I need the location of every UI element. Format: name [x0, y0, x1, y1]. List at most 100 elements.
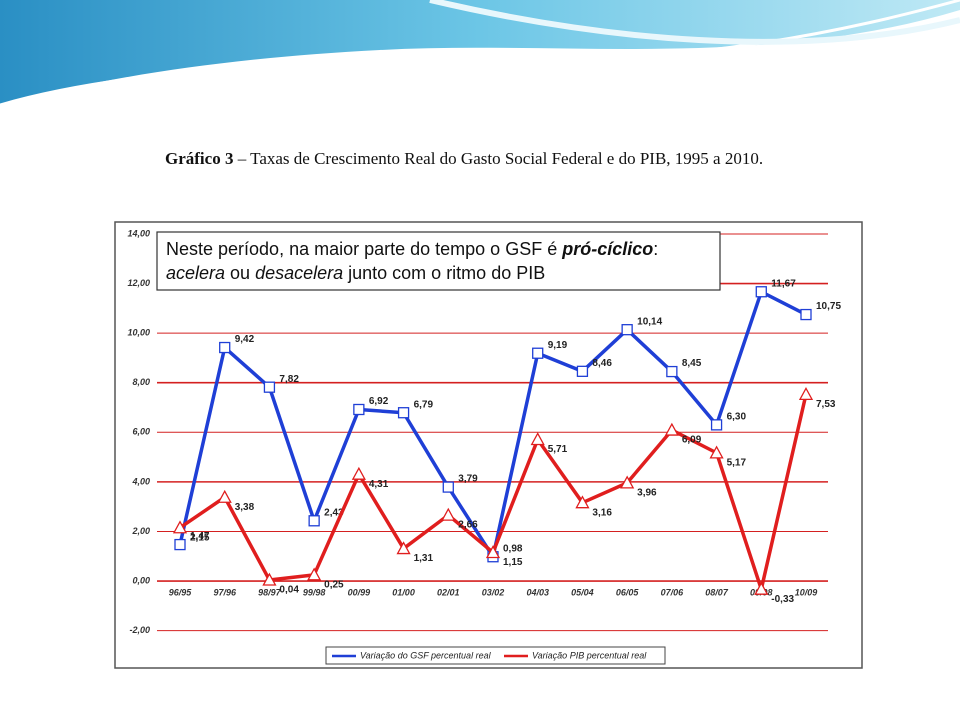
annotation-box [156, 231, 721, 291]
value-label: 2,66 [458, 520, 478, 531]
x-tick-label: 97/96 [213, 587, 237, 597]
value-label: 1,31 [414, 553, 434, 564]
wave-line [429, 0, 960, 45]
marker [307, 567, 322, 581]
value-label: 6,09 [682, 435, 702, 446]
header-wave [0, 0, 960, 105]
marker [664, 422, 679, 436]
marker [576, 365, 589, 377]
value-label: 4,31 [369, 479, 389, 490]
marker [219, 341, 231, 354]
x-tick-label: 98/97 [258, 587, 282, 597]
y-tick-label: -2,00 [129, 625, 150, 635]
title-text: – Taxas de Crescimento Real do Gasto Soc… [237, 149, 764, 168]
marker [174, 538, 186, 551]
x-tick-label: 00/99 [348, 587, 371, 597]
value-label: 3,38 [235, 502, 255, 513]
value-label: 11,67 [771, 278, 796, 289]
y-tick-label: 4,00 [131, 476, 150, 486]
value-label: 3,79 [458, 474, 478, 485]
x-tick-label: 07/06 [661, 587, 685, 597]
marker [755, 286, 767, 298]
value-label: -0,33 [771, 594, 794, 605]
value-label: 9,42 [235, 334, 255, 345]
value-label: 7,82 [279, 374, 299, 385]
annotation-segment: Neste período, na maior parte do tempo o… [166, 239, 562, 259]
marker [353, 403, 365, 416]
value-label: 3,16 [592, 507, 612, 518]
value-label: 10,14 [637, 316, 662, 327]
annotation-segment: junto com o ritmo do PIB [343, 263, 545, 283]
annotation-text: Neste período, na maior parte do tempo o… [166, 239, 658, 259]
marker [217, 489, 232, 503]
wave-line [0, 0, 960, 107]
value-label: 0,04 [279, 585, 299, 596]
annotation-segment: pró-cíclico [561, 239, 653, 259]
marker [397, 407, 410, 419]
annotation-segment: : [653, 239, 658, 259]
annotation-segment: ou [225, 263, 255, 283]
value-label: 8,46 [592, 358, 612, 369]
value-label: 1,15 [503, 557, 523, 568]
x-tick-label: 10/09 [795, 587, 818, 597]
x-tick-label: 08/07 [705, 587, 729, 597]
x-tick-label: 06/05 [616, 587, 640, 597]
annotation-segment: acelera [166, 263, 225, 283]
value-label: 7,53 [816, 399, 836, 410]
y-tick-label: 12,00 [127, 278, 150, 288]
value-label: 9,19 [548, 340, 568, 351]
value-label: 2,15 [190, 532, 210, 543]
y-tick-label: 2,00 [131, 526, 150, 536]
value-label: 0,98 [503, 543, 523, 554]
annotation-text: acelera ou desacelera junto com o ritmo … [166, 263, 545, 283]
marker [800, 308, 812, 321]
x-tick-label: 02/01 [437, 587, 460, 597]
value-label: 6,30 [727, 412, 747, 423]
value-label: 1,47 [190, 531, 210, 542]
value-label: 6,79 [414, 399, 434, 410]
y-tick-label: 8,00 [132, 377, 150, 387]
value-label: 5,71 [548, 444, 568, 455]
marker [396, 541, 411, 555]
marker [709, 445, 724, 459]
chart-title: Gráfico 3 – Taxas de Crescimento Real do… [165, 143, 840, 175]
x-tick-label: 96/95 [169, 587, 193, 597]
legend-label: Variação do GSF percentual real [360, 650, 492, 660]
marker [530, 432, 545, 446]
x-tick-label: 99/98 [303, 587, 326, 597]
y-tick-label: 0,00 [132, 575, 150, 585]
x-tick-label: 04/03 [526, 587, 549, 597]
y-tick-label: 6,00 [132, 427, 150, 437]
marker [798, 387, 814, 401]
marker [532, 347, 544, 359]
value-label: 5,17 [727, 458, 747, 469]
x-tick-label: 03/02 [482, 587, 505, 597]
value-label: 2,43 [324, 507, 344, 518]
title-label: Gráfico 3 [165, 149, 234, 168]
x-tick-label: 01/00 [392, 587, 415, 597]
marker [666, 365, 678, 378]
value-label: 6,92 [369, 396, 389, 407]
legend-label: Variação PIB percentual real [532, 650, 647, 660]
marker [308, 515, 320, 527]
value-label: 0,25 [324, 579, 344, 590]
marker [620, 475, 635, 489]
y-tick-label: 14,00 [127, 228, 150, 238]
value-label: 10,75 [816, 301, 841, 312]
plot-frame [114, 221, 863, 669]
x-tick-label: 05/04 [571, 587, 594, 597]
marker [621, 324, 633, 336]
marker [442, 481, 454, 493]
marker [263, 381, 276, 393]
marker [262, 572, 277, 586]
annotation-segment: desacelera [255, 263, 343, 283]
y-tick-label: 10,00 [127, 328, 150, 338]
value-label: 8,45 [682, 358, 702, 369]
marker [575, 495, 590, 509]
marker [172, 520, 188, 534]
marker [754, 581, 769, 595]
marker [441, 507, 456, 521]
value-label: 3,96 [637, 488, 657, 499]
